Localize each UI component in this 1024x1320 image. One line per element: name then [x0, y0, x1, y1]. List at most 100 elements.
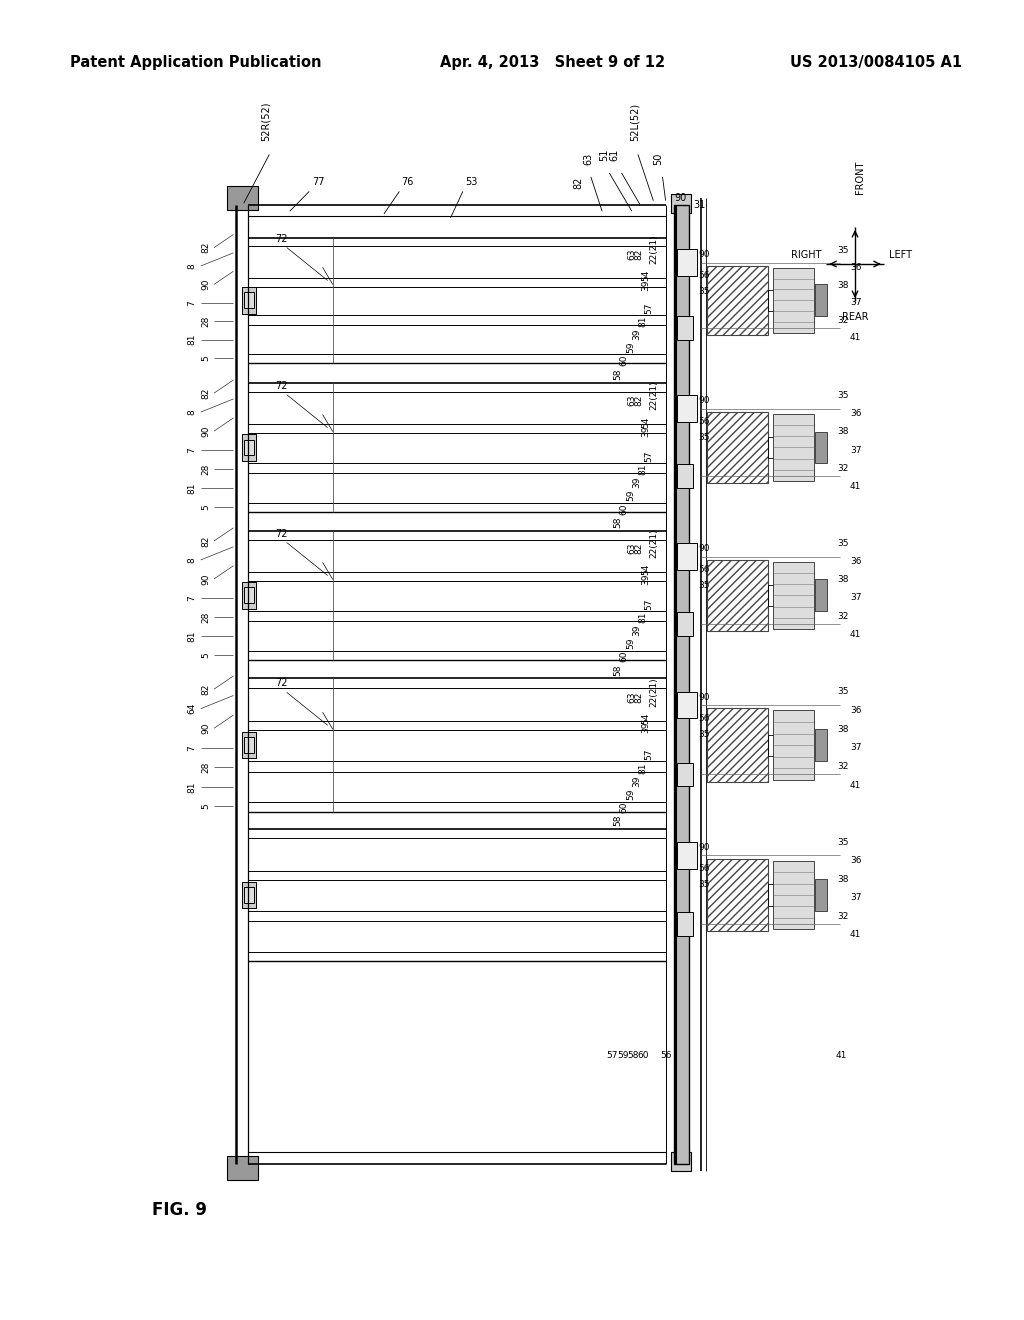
Bar	[227, 186, 258, 210]
Text: 90: 90	[201, 722, 210, 734]
Text: 7: 7	[187, 447, 197, 453]
Text: 8: 8	[187, 409, 197, 414]
Bar	[677, 612, 693, 636]
Text: 58: 58	[613, 516, 623, 528]
Text: 60: 60	[620, 355, 629, 367]
Bar	[242, 882, 256, 908]
Text: 72: 72	[275, 380, 288, 391]
Text: 37: 37	[850, 894, 861, 902]
Text: 54: 54	[641, 713, 650, 725]
Text: 32: 32	[838, 611, 849, 620]
Bar	[707, 412, 768, 483]
Bar	[677, 544, 697, 570]
Text: 35: 35	[838, 539, 849, 548]
Text: 37: 37	[850, 446, 861, 454]
Text: 57: 57	[644, 302, 653, 314]
Bar	[815, 879, 827, 911]
Text: 58: 58	[613, 814, 623, 826]
Bar	[671, 1152, 691, 1171]
Text: 82: 82	[201, 388, 210, 399]
Text: 38: 38	[838, 576, 849, 585]
Text: 90: 90	[698, 251, 710, 259]
Text: 36: 36	[850, 857, 861, 865]
Text: 63: 63	[627, 692, 636, 704]
Text: 63: 63	[584, 153, 594, 165]
Text: 41: 41	[850, 780, 861, 789]
Bar	[227, 1156, 258, 1180]
Text: 36: 36	[850, 409, 861, 418]
Text: 56: 56	[698, 417, 710, 426]
Text: FRONT: FRONT	[855, 161, 865, 194]
Text: 32: 32	[838, 315, 849, 325]
Text: 31: 31	[693, 199, 706, 210]
Text: 56: 56	[698, 865, 710, 873]
Text: 5: 5	[201, 804, 210, 809]
Text: 81: 81	[638, 315, 647, 327]
Text: Patent Application Publication: Patent Application Publication	[70, 55, 322, 70]
Bar	[677, 465, 693, 488]
Bar	[707, 560, 768, 631]
Text: 72: 72	[275, 234, 288, 243]
Text: RIGHT: RIGHT	[791, 249, 821, 260]
Text: 22(21): 22(21)	[649, 528, 658, 558]
Bar	[773, 861, 814, 929]
Text: 36: 36	[850, 706, 861, 715]
Text: 35: 35	[698, 880, 710, 888]
Text: 81: 81	[187, 781, 197, 793]
Text: 59: 59	[626, 342, 635, 354]
Bar	[242, 434, 256, 461]
Text: Apr. 4, 2013   Sheet 9 of 12: Apr. 4, 2013 Sheet 9 of 12	[440, 55, 666, 70]
Text: 56: 56	[698, 565, 710, 574]
Text: 28: 28	[201, 762, 210, 774]
Text: 22(21): 22(21)	[649, 235, 658, 264]
Text: 90: 90	[698, 843, 710, 851]
Text: 39: 39	[641, 280, 650, 290]
Bar	[707, 265, 768, 335]
Text: 53: 53	[465, 177, 477, 187]
Text: 35: 35	[698, 433, 710, 442]
Text: 51: 51	[599, 149, 609, 161]
Bar	[815, 432, 827, 463]
Text: 59: 59	[626, 788, 635, 800]
Text: 7: 7	[187, 300, 197, 306]
Text: 39: 39	[632, 624, 641, 636]
Text: 60: 60	[637, 1052, 649, 1060]
Text: 41: 41	[850, 334, 861, 342]
Text: 32: 32	[838, 463, 849, 473]
Bar	[773, 414, 814, 480]
Text: 35: 35	[838, 246, 849, 255]
Text: 61: 61	[609, 149, 620, 161]
Text: 5: 5	[201, 355, 210, 360]
Text: 82: 82	[201, 684, 210, 694]
Text: 90: 90	[698, 693, 710, 702]
Text: 59: 59	[626, 490, 635, 502]
Text: 5: 5	[201, 504, 210, 510]
Bar	[707, 859, 768, 932]
Text: 54: 54	[641, 271, 650, 281]
Text: 57: 57	[644, 450, 653, 462]
Text: 82: 82	[573, 177, 584, 189]
Text: 39: 39	[641, 722, 650, 734]
Bar	[242, 731, 256, 758]
Text: 52L(52): 52L(52)	[630, 103, 640, 141]
Text: 90: 90	[698, 396, 710, 405]
Text: 39: 39	[632, 329, 641, 341]
Text: 82: 82	[634, 692, 643, 704]
Text: 39: 39	[632, 477, 641, 488]
Text: 60: 60	[620, 651, 629, 663]
Text: 38: 38	[838, 281, 849, 290]
Bar	[815, 579, 827, 611]
Bar	[244, 440, 254, 455]
Text: 59: 59	[616, 1052, 629, 1060]
Bar	[244, 587, 254, 603]
Text: 82: 82	[634, 543, 643, 554]
Text: 37: 37	[850, 298, 861, 308]
Text: 38: 38	[838, 725, 849, 734]
Text: 63: 63	[627, 543, 636, 554]
Bar	[677, 315, 693, 339]
Bar	[244, 293, 254, 309]
Text: 22(21): 22(21)	[649, 380, 658, 411]
Text: 8: 8	[187, 263, 197, 269]
Bar	[244, 887, 254, 903]
Text: 57: 57	[644, 748, 653, 760]
